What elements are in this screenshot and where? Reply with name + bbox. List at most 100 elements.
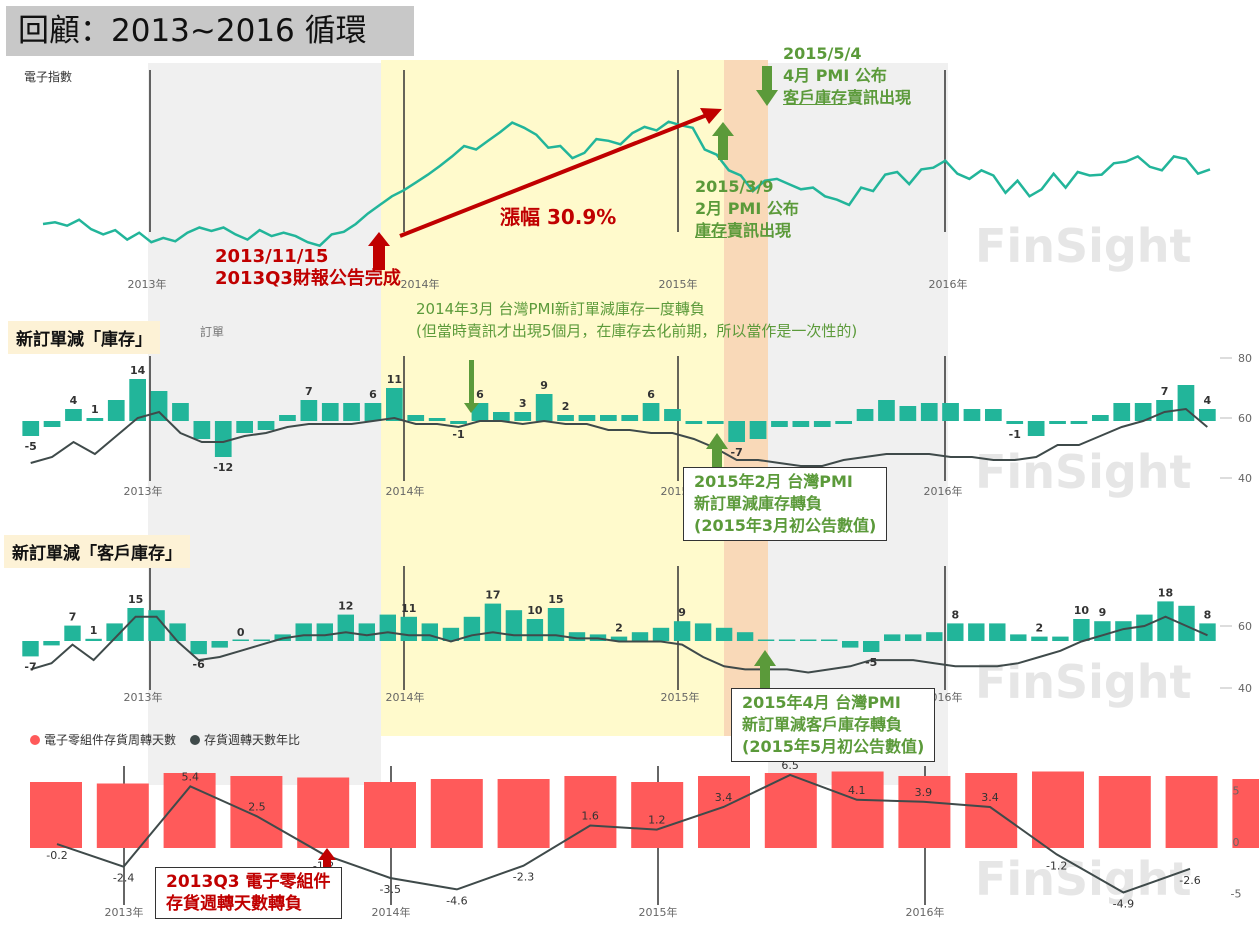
arrow-mar-shaft xyxy=(718,134,728,160)
p4-xtick-1: 2014年 xyxy=(372,905,411,919)
p2-bar-1 xyxy=(43,421,61,427)
p2-bar-5 xyxy=(129,379,146,421)
annotation-2014-03: 2014年3月 台灣PMI新訂單減庫存一度轉負 (但當時賣訊才出現5個月，在庫存… xyxy=(416,300,858,340)
p4-bar-3 xyxy=(230,776,283,848)
p4-bar-7 xyxy=(497,779,550,848)
arrow-may-shaft xyxy=(762,66,772,92)
p3-bar-30 xyxy=(652,627,670,641)
p2-bar-12 xyxy=(279,415,296,421)
arrow-2014-head xyxy=(464,403,479,413)
p3-bar-17 xyxy=(379,614,396,641)
p4-label-8: 1.6 xyxy=(581,810,599,823)
p3-bar-3 xyxy=(85,638,102,641)
p2-bar-22 xyxy=(493,412,510,421)
p4-bar-5 xyxy=(364,782,416,848)
p3-bar-4 xyxy=(106,623,123,641)
p4-bar-6 xyxy=(430,779,483,848)
p3-bar-25 xyxy=(547,608,565,641)
p2-bar-31 xyxy=(685,421,703,424)
p2-bar-8 xyxy=(193,421,211,439)
p3-label-12: 9 xyxy=(678,606,686,619)
arrow-mar-head xyxy=(712,122,734,136)
p3-bar-8 xyxy=(190,641,207,655)
p4-ytick-2: -5 xyxy=(1231,888,1242,901)
p2-bar-4 xyxy=(107,400,125,421)
p3-bar-26 xyxy=(568,632,586,641)
panel1-label: 電子指數 xyxy=(24,70,73,84)
p4-bar-2 xyxy=(163,773,216,848)
annotation-2013-11-15: 2013/11/15 2013Q3財報公告完成 xyxy=(215,246,401,289)
p4-bar-16 xyxy=(1098,776,1151,848)
p3-bar-53 xyxy=(1136,614,1153,641)
arrow-2013q3-shaft xyxy=(323,858,331,874)
p2-bar-47 xyxy=(1027,421,1045,436)
p2-bar-13 xyxy=(300,400,318,421)
legend-red: 電子零組件存貨周轉天數 xyxy=(30,731,176,748)
p3-bar-42 xyxy=(905,634,922,641)
p2-bar-43 xyxy=(942,403,959,421)
p2-bar-46 xyxy=(1006,421,1024,424)
p3-bar-0 xyxy=(22,641,39,657)
p2-label-3: 14 xyxy=(130,364,146,377)
p3-bar-48 xyxy=(1031,636,1048,641)
p2-label-13: 6 xyxy=(647,388,655,401)
p3-label-14: 8 xyxy=(951,608,959,621)
p1-xtick-0: 2013年 xyxy=(128,277,167,291)
p3-label-11: 2 xyxy=(615,622,623,635)
p2-bar-16 xyxy=(364,403,382,421)
p3-bar-18 xyxy=(400,616,417,641)
p3-label-17: 9 xyxy=(1099,606,1107,619)
p3-bar-9 xyxy=(211,641,228,648)
p3-bar-24 xyxy=(526,619,544,641)
p3-bar-16 xyxy=(358,623,375,641)
p1-xtick-2: 2015年 xyxy=(659,277,698,291)
callout-2015-04-pmi: 2015年4月 台灣PMI 新訂單減客戶庫存轉負 (2015年5月初公告數值) xyxy=(731,688,936,762)
p3-bar-29 xyxy=(631,632,649,641)
p4-bar-12 xyxy=(831,771,884,848)
p2-bar-7 xyxy=(172,403,189,421)
slide-title: 回顧：2013~2016 循環 xyxy=(6,6,414,56)
p4-label-7: -2.3 xyxy=(513,871,534,884)
p3-bar-22 xyxy=(484,603,502,641)
p3-label-19: 8 xyxy=(1204,608,1212,621)
p2-bar-38 xyxy=(835,421,852,424)
p3-bar-36 xyxy=(778,639,796,641)
p3-bar-39 xyxy=(842,641,859,648)
arrow-feb-head xyxy=(706,433,728,449)
arrow-apr-shaft xyxy=(760,664,770,688)
p2-label-7: 11 xyxy=(387,373,402,386)
legend-dark: 存貨週轉天數年比 xyxy=(190,731,300,748)
p3-ytick-0: 40 xyxy=(1238,682,1252,695)
p3-line xyxy=(30,615,1208,674)
p2-bar-48 xyxy=(1049,421,1066,424)
p2-bar-42 xyxy=(920,403,938,421)
p3-bar-34 xyxy=(736,632,754,641)
arrow-apr-head xyxy=(754,650,776,666)
p3-xtick-2: 2015年 xyxy=(661,690,700,704)
p2-bar-2 xyxy=(65,409,82,421)
p3-bar-23 xyxy=(505,610,523,641)
p2-bar-50 xyxy=(1092,415,1109,421)
p3-bar-15 xyxy=(337,614,354,641)
p3-label-1: 7 xyxy=(69,611,77,624)
p4-label-15: -1.2 xyxy=(1046,859,1067,872)
p3-label-6: 12 xyxy=(338,600,353,613)
callout-2015-02-pmi: 2015年2月 台灣PMI 新訂單減庫存轉負 (2015年3月初公告數值) xyxy=(683,467,888,541)
p2-bar-30 xyxy=(664,409,681,421)
p2-xtick-0: 2013年 xyxy=(124,484,163,498)
p4-label-17: -2.6 xyxy=(1179,874,1200,887)
p4-bar-4 xyxy=(297,777,350,848)
index-line xyxy=(42,120,1211,248)
annotation-gain: 漲幅 30.9% xyxy=(500,205,617,229)
gain-arrow-line xyxy=(399,111,713,238)
panel2-sublabel: 訂單 xyxy=(200,325,225,339)
watermark-2: FinSight xyxy=(975,655,1192,709)
p2-bar-45 xyxy=(985,409,1002,421)
p2-label-9: 6 xyxy=(476,388,484,401)
p2-bar-25 xyxy=(557,415,574,421)
p2-bar-29 xyxy=(642,403,660,421)
p3-bar-37 xyxy=(800,639,817,641)
p2-bar-15 xyxy=(343,403,360,421)
p2-xtick-3: 2016年 xyxy=(924,484,963,498)
p2-bar-36 xyxy=(792,421,810,427)
